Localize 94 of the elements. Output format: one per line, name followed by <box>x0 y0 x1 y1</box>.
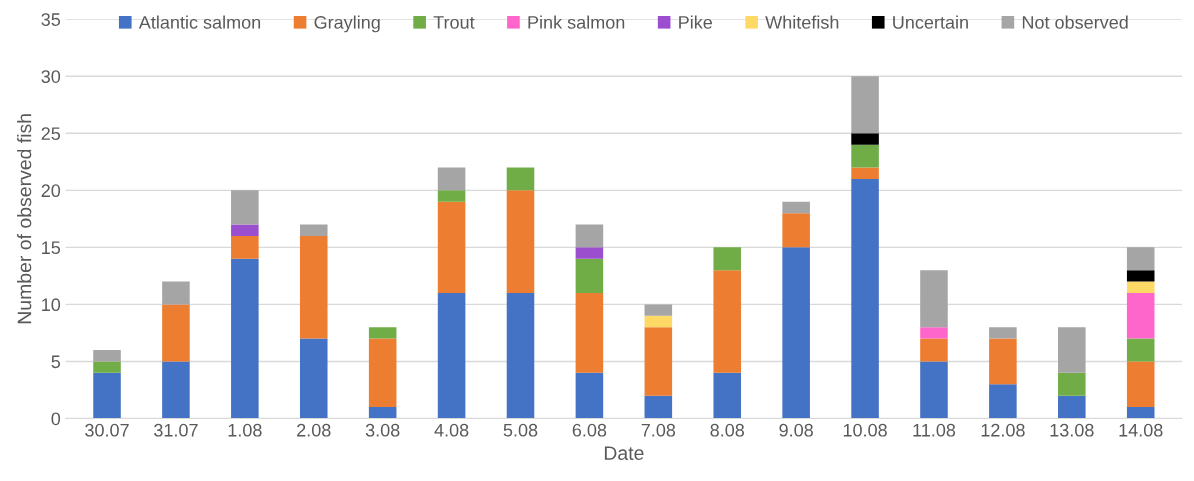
bar <box>231 224 259 236</box>
bar <box>437 201 466 293</box>
x-tick-label: 14.08 <box>1119 423 1163 437</box>
bar <box>231 190 259 225</box>
x-tick-label: 12.08 <box>981 423 1025 437</box>
legend-label: Grayling <box>314 15 380 33</box>
x-tick-label: 13.08 <box>1050 423 1094 437</box>
bar <box>851 178 879 419</box>
x-tick-label: 3.08 <box>365 423 400 437</box>
bar <box>851 144 879 168</box>
x-tick-label: 5.08 <box>503 423 538 437</box>
bar <box>713 270 742 373</box>
bar <box>1126 293 1155 339</box>
bar <box>644 395 673 419</box>
x-tick-label: 10.08 <box>843 423 887 437</box>
bar <box>368 327 397 339</box>
bar <box>644 304 673 316</box>
y-tick-label: 5 <box>51 355 61 369</box>
y-tick-label: 25 <box>41 127 61 141</box>
bar <box>1126 281 1155 293</box>
bar <box>299 235 328 339</box>
legend-label: Pink salmon <box>528 15 625 29</box>
bar <box>231 258 259 419</box>
bar <box>437 190 466 202</box>
bar <box>506 293 535 419</box>
bar <box>989 384 1017 419</box>
bar <box>989 338 1017 385</box>
bar <box>644 315 673 328</box>
bar <box>368 338 397 408</box>
bar <box>851 167 879 179</box>
y-tick-label: 15 <box>42 241 61 255</box>
bar <box>1126 407 1155 419</box>
bar <box>575 224 604 248</box>
bar <box>437 293 466 419</box>
bar <box>782 201 810 214</box>
bar <box>93 350 121 362</box>
bar <box>93 361 121 373</box>
legend-label: Whitefish <box>765 15 839 29</box>
x-axis-title: Date <box>604 446 644 460</box>
bar <box>575 372 604 419</box>
legend-label: Uncertain <box>893 15 968 29</box>
bar <box>162 361 190 419</box>
y-tick-label: 20 <box>41 184 61 198</box>
x-tick-label: 8.08 <box>710 423 745 437</box>
bar <box>851 133 879 145</box>
bar <box>575 247 604 259</box>
bar <box>920 327 948 339</box>
bar <box>782 213 810 248</box>
bar <box>713 372 742 419</box>
y-tick-label: 35 <box>41 13 61 26</box>
legend-label: Not observed <box>1022 15 1128 29</box>
legend-label: Pike <box>679 15 713 29</box>
bar <box>644 327 673 396</box>
bar <box>851 76 879 134</box>
legend-label: Trout <box>433 16 475 29</box>
bar <box>1058 327 1086 373</box>
bar <box>93 372 121 419</box>
bar <box>920 270 948 328</box>
y-axis-title: Number of observed fish <box>17 114 32 324</box>
bar <box>299 224 328 236</box>
x-tick-label: 9.08 <box>779 423 813 437</box>
bar <box>1058 395 1086 419</box>
x-tick-label: 11.08 <box>913 423 956 437</box>
bar <box>1126 338 1155 362</box>
bar <box>782 247 810 419</box>
bar <box>368 407 397 419</box>
x-tick-label: 6.08 <box>572 423 607 437</box>
x-tick-label: 1.08 <box>228 423 262 437</box>
bar <box>989 327 1017 339</box>
y-tick-label: 30 <box>41 70 61 83</box>
bar <box>713 247 742 271</box>
bar <box>1058 372 1086 396</box>
bar <box>1126 247 1155 271</box>
bar <box>920 338 948 362</box>
y-tick-label: 10 <box>42 298 61 312</box>
bar <box>575 293 604 373</box>
bar <box>1126 361 1155 408</box>
bar <box>575 258 604 293</box>
x-tick-label: 7.08 <box>641 423 676 437</box>
y-tick-label: 0 <box>51 412 61 426</box>
bar <box>162 304 190 362</box>
x-tick-label: 2.08 <box>297 423 331 437</box>
bar <box>299 338 328 419</box>
x-tick-label: 30.07 <box>85 423 129 437</box>
bar <box>506 167 535 191</box>
bar <box>1126 270 1155 282</box>
bar <box>437 167 466 191</box>
bar <box>506 190 535 293</box>
bar <box>231 235 259 259</box>
bar <box>162 281 190 305</box>
legend-label: Atlantic salmon <box>138 15 261 29</box>
x-tick-label: 31.07 <box>154 423 198 437</box>
bar <box>920 361 948 419</box>
x-tick-label: 4.08 <box>434 423 469 437</box>
